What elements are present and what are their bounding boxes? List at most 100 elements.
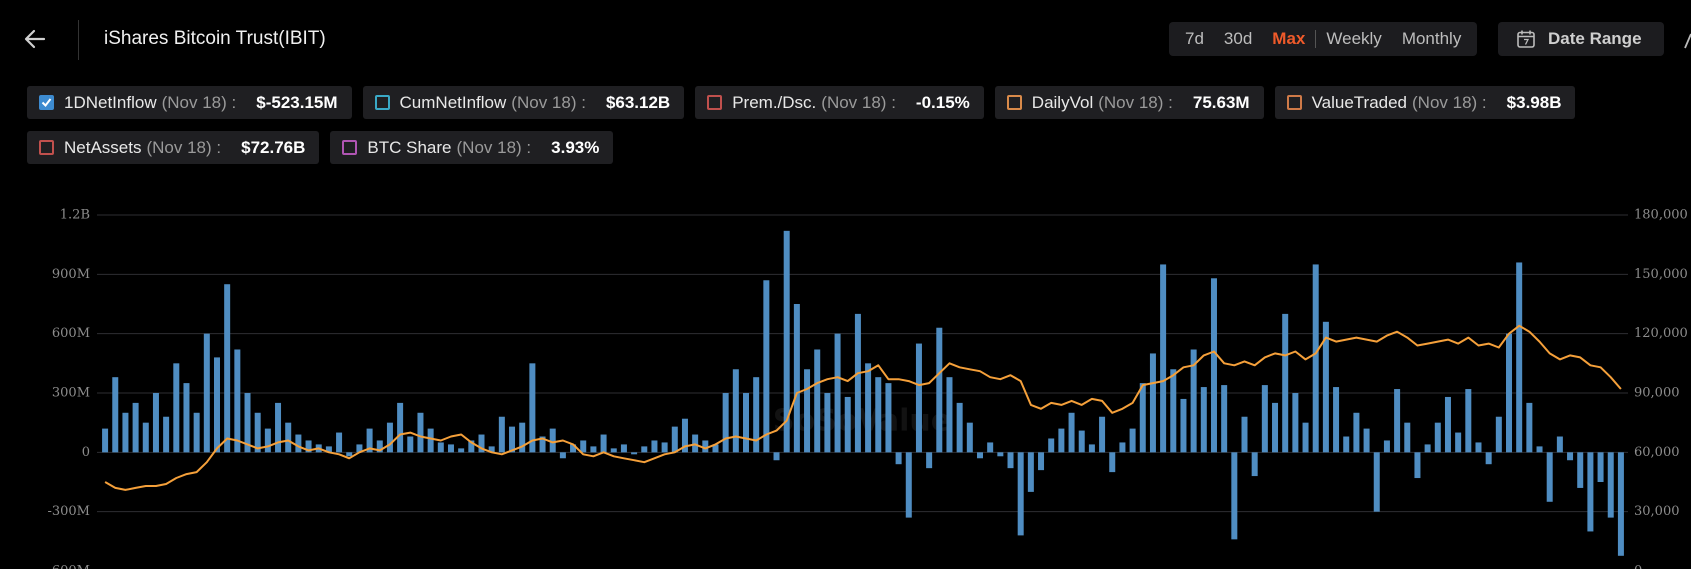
y-tick-label: 600M [52,326,90,341]
bar [1404,422,1411,453]
page-title: iShares Bitcoin Trust(IBIT) [104,28,326,49]
bar [1272,402,1279,453]
bar [895,452,902,465]
bar [753,377,760,453]
toggle-label: ValueTraded [1311,92,1408,112]
bar [976,452,983,459]
checkbox[interactable] [1006,95,1022,110]
date-range-button[interactable]: Date Range [1498,22,1664,56]
y2-tick-label: 60,000 [1634,445,1680,460]
bar [671,426,678,453]
checkbox[interactable] [39,140,54,155]
bar [956,402,963,453]
series-toggle[interactable]: ValueTraded (Nov 18) : $3.98B [1274,86,1576,119]
bar [1343,436,1350,453]
bar [407,436,414,453]
bar [1099,416,1106,453]
bar [1190,349,1197,453]
bar [1068,412,1075,453]
bar [783,230,790,453]
bar [997,452,1004,457]
bar [600,434,607,453]
bar [620,444,627,453]
bar [285,422,292,453]
series-toggle[interactable]: BTC Share (Nov 18) : 3.93% [330,131,614,164]
bar [539,436,546,453]
bar [773,452,780,461]
bar [376,440,383,453]
bar [1119,442,1126,453]
bar [1058,428,1065,453]
bar [244,393,251,453]
range-button[interactable]: 30d [1223,29,1253,48]
bar [1526,402,1533,453]
checkbox[interactable] [374,95,390,110]
bar [732,369,739,453]
bar [590,446,597,453]
bar [1149,353,1156,453]
series-toggle[interactable]: NetAssets (Nov 18) : $72.76B [27,131,320,164]
bar [1455,432,1462,453]
bar [1038,452,1045,471]
bar [386,422,393,453]
bar [1434,422,1441,453]
bar [1373,452,1380,512]
bar [1221,385,1228,453]
bar [559,452,566,459]
toggle-date: (Nov 18) : [821,92,896,112]
bar [1241,416,1248,453]
series-toggle[interactable]: Prem./Dsc. (Nov 18) : -0.15% [695,86,984,119]
y-tick-label: 1.2B [60,208,90,223]
bar [213,357,220,453]
check-mark [41,98,52,108]
bar [1617,452,1624,556]
checkbox[interactable] [342,140,358,155]
bar [275,402,282,453]
range-button[interactable]: Max [1272,29,1306,48]
bar [366,428,373,453]
checkbox[interactable] [707,95,723,110]
bar [854,313,861,453]
range-button[interactable]: 7d [1185,29,1204,48]
bar [478,434,485,453]
y-tick-label: -600M [47,564,90,569]
edit-icon[interactable] [1684,30,1691,50]
bar [1597,452,1604,482]
toggle-label: Prem./Dsc. [732,92,817,112]
checkbox[interactable] [1286,95,1302,110]
range-button[interactable]: Weekly [1326,29,1382,48]
checkbox[interactable] [39,95,54,110]
bar [142,422,149,453]
y2-tick-label: 0 [1634,564,1642,569]
bar [1007,452,1014,469]
bar [397,402,404,453]
series-toggle[interactable]: DailyVol (Nov 18) : 75.63M [994,86,1264,119]
bar [1577,452,1584,488]
y-tick-label: 300M [52,386,90,401]
bar [1160,264,1167,453]
bar [163,416,170,453]
toggle-value: $-523.15M [256,92,338,112]
series-toggle[interactable]: CumNetInflow (Nov 18) : $63.12B [362,86,685,119]
toggle-date: (Nov 18) : [146,137,222,157]
toggle-label: BTC Share [367,137,452,157]
bar [193,412,200,453]
y-tick-label: 0 [82,445,90,460]
bar [1567,452,1574,461]
bar [926,452,933,469]
bar [1546,452,1553,502]
bar [152,393,159,453]
bar [1261,385,1268,453]
bar [834,333,841,453]
series-toggle[interactable]: 1DNetInflow (Nov 18) : $-523.15M [27,86,352,119]
bar [570,444,577,453]
toggle-date: (Nov 18) : [1098,92,1173,112]
bar [631,452,638,455]
bar [722,393,729,453]
bar [427,428,434,453]
bar [814,349,821,453]
range-button[interactable]: Monthly [1401,29,1462,48]
back-button[interactable] [22,26,48,52]
bar [1414,452,1421,479]
bar [203,333,210,453]
